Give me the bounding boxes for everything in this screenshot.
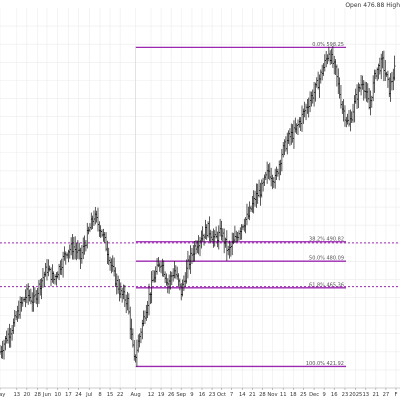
x-axis: May132028Jun101724Jul81522Aug121926Sep91… xyxy=(0,387,400,398)
x-tick-label-11: 22 xyxy=(117,392,124,398)
x-tick-label-34: 13 xyxy=(362,392,369,398)
x-tick-label-27: 18 xyxy=(290,392,297,398)
x-tick-label-5: 10 xyxy=(54,392,61,398)
grid-layer xyxy=(0,8,400,388)
x-tick-label-28: 25 xyxy=(300,392,307,398)
x-tick-label-4: Jun xyxy=(42,392,51,398)
x-tick-label-15: 26 xyxy=(168,392,175,398)
fibonacci-layer: 0.0% 598.25 38.2% 490.82 50.0% 480.09 61.8%… xyxy=(135,42,346,368)
fib-label-2: 50.0% 480.09 xyxy=(309,256,344,262)
x-tick-label-7: 24 xyxy=(75,392,82,398)
open-label: Open xyxy=(345,2,362,9)
fib-label-0: 0.0% 598.25 xyxy=(312,42,344,48)
x-tick-label-3: 28 xyxy=(34,392,41,398)
x-tick-label-24: 28 xyxy=(259,392,266,398)
x-tick-label-0: May xyxy=(0,392,5,398)
x-tick-label-16: Sep xyxy=(176,392,186,398)
x-tick-label-36: 27 xyxy=(383,392,390,398)
x-tick-label-37: F xyxy=(394,392,397,398)
x-tick-label-13: 12 xyxy=(148,392,155,398)
x-tick-label-18: 16 xyxy=(199,392,206,398)
ohlc-header: Open 476.88 High xyxy=(345,2,400,9)
price-bars-layer xyxy=(0,46,396,367)
x-tick-label-29: Dec xyxy=(309,392,319,398)
x-tick-label-21: 7 xyxy=(230,392,233,398)
x-tick-label-26: 11 xyxy=(280,392,287,398)
open-value: 476.88 xyxy=(363,2,385,9)
x-tick-label-17: 9 xyxy=(190,392,193,398)
x-tick-label-33: 2025 xyxy=(349,392,362,398)
high-label: High xyxy=(386,2,400,9)
x-tick-label-6: 17 xyxy=(65,392,72,398)
x-tick-label-1: 13 xyxy=(13,392,20,398)
x-tick-label-23: 21 xyxy=(249,392,256,398)
x-tick-label-32: 23 xyxy=(342,392,349,398)
x-tick-label-35: 21 xyxy=(373,392,380,398)
fib-label-4: 100.0% 421.92 xyxy=(306,361,344,367)
x-tick-label-22: 14 xyxy=(239,392,246,398)
x-tick-label-2: 20 xyxy=(24,392,31,398)
x-tick-label-19: 23 xyxy=(209,392,216,398)
x-tick-label-8: Jul xyxy=(85,392,92,398)
x-tick-label-12: Aug xyxy=(131,392,141,398)
x-tick-label-10: 15 xyxy=(107,392,114,398)
x-tick-label-20: Oct xyxy=(217,392,226,398)
x-tick-label-14: 19 xyxy=(158,392,165,398)
x-tick-label-9: 8 xyxy=(98,392,101,398)
x-tick-label-31: 16 xyxy=(331,392,338,398)
x-tick-label-30: 9 xyxy=(323,392,326,398)
fib-label-3: 61.8% 465.36 xyxy=(309,282,344,288)
x-tick-label-25: Nov xyxy=(267,392,277,398)
fib-label-1: 38.2% 490.82 xyxy=(309,236,344,242)
